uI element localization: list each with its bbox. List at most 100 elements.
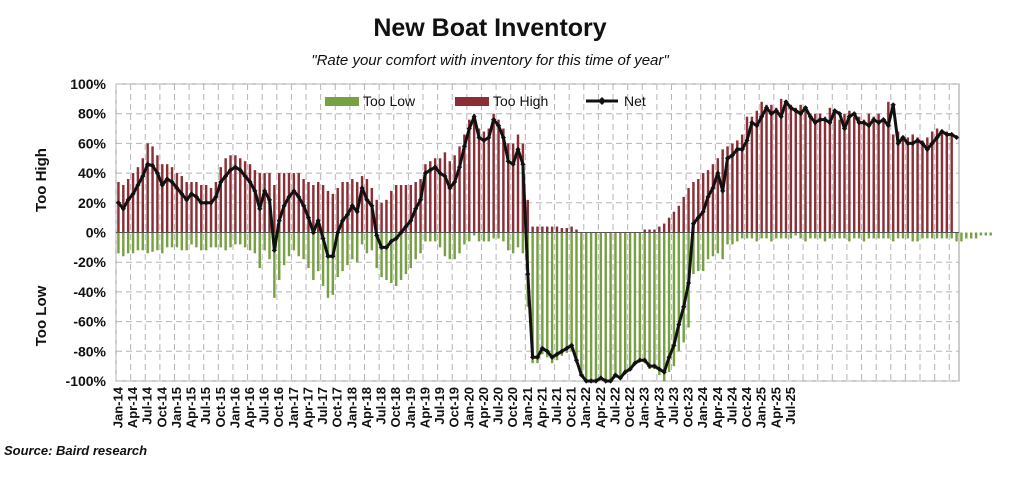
too-low-bar (229, 232, 232, 248)
net-point (281, 203, 287, 209)
net-point (247, 179, 253, 185)
too-low-bar (122, 232, 125, 257)
net-point (388, 238, 394, 245)
too-high-bar (253, 170, 257, 233)
too-high-bar (394, 184, 398, 233)
too-low-bar (760, 232, 763, 239)
x-tick-label: Apr-17 (300, 387, 315, 428)
too-low-bar (823, 232, 827, 242)
too-low-bar (243, 232, 247, 248)
too-low-bar (955, 232, 958, 242)
y-tick-label: -80% (73, 343, 106, 359)
too-low-bar (331, 232, 335, 295)
net-point (880, 117, 887, 123)
x-tick-label: Oct-21 (564, 387, 579, 427)
too-low-bar (692, 232, 695, 275)
net-point (432, 164, 438, 170)
too-high-bar (653, 229, 656, 233)
net-point (461, 143, 468, 149)
too-low-bar (843, 232, 846, 239)
too-low-bar (453, 232, 456, 260)
too-low-bar (833, 232, 836, 239)
too-high-bar (658, 226, 661, 233)
net-point (914, 137, 921, 144)
too-low-bar (351, 232, 354, 260)
net-point (671, 342, 677, 348)
too-low-bar (677, 232, 681, 352)
too-low-bar (195, 232, 198, 248)
net-point (919, 140, 926, 146)
too-high-bar (648, 229, 651, 233)
x-tick-label: Apr-22 (593, 387, 608, 428)
too-low-bar (433, 232, 437, 242)
too-low-bar (784, 232, 788, 239)
too-high-bar (258, 173, 261, 233)
too-low-bar (628, 232, 632, 370)
net-point (208, 200, 214, 206)
net-point (266, 197, 273, 203)
too-high-bar (828, 107, 832, 233)
too-low-bar (550, 232, 554, 364)
x-tick-label: Jan-16 (227, 387, 242, 428)
net-point (861, 120, 867, 126)
y-tick-label: 100% (70, 76, 106, 92)
too-low-bar (390, 232, 393, 283)
net-point (778, 114, 784, 120)
x-tick-label: Apr-15 (184, 387, 199, 428)
too-high-bar (755, 110, 758, 233)
net-point (169, 179, 175, 185)
net-point (149, 163, 156, 169)
too-high-bar (770, 104, 773, 233)
net-point (203, 200, 209, 206)
net-point (530, 354, 536, 360)
x-tick-label: Apr-24 (710, 386, 725, 428)
too-high-bar (146, 143, 149, 233)
net-point (539, 345, 545, 351)
too-low-bar (419, 232, 422, 254)
too-low-bar (214, 232, 218, 248)
too-low-bar (809, 232, 812, 239)
too-low-bar (755, 232, 758, 242)
too-low-bar (131, 232, 135, 254)
net-point (301, 203, 307, 209)
too-high-bar (745, 116, 749, 233)
net-point (729, 152, 736, 158)
x-tick-label: Jul-18 (374, 387, 389, 425)
too-low-bar (204, 232, 208, 251)
too-low-bar (268, 232, 271, 260)
too-low-bar (165, 232, 169, 248)
too-high-bar (882, 119, 885, 233)
chart-subtitle: "Rate your comfort with inventory for th… (311, 52, 669, 69)
net-point (486, 134, 492, 141)
too-high-bar (448, 161, 452, 233)
net-point (554, 351, 560, 357)
too-high-bar (823, 116, 827, 233)
too-low-bar (838, 232, 841, 239)
net-point (145, 161, 151, 167)
too-low-bar (565, 232, 568, 353)
y-tick-label: -40% (73, 284, 106, 300)
too-high-bar (570, 226, 573, 233)
net-point (754, 122, 760, 129)
too-high-bar (643, 229, 646, 233)
x-tick-label: Jul-23 (666, 387, 681, 425)
net-point (452, 179, 458, 185)
too-high-bar (682, 196, 685, 233)
too-high-bar (872, 116, 875, 233)
y-axis-label-too-high: Too High (33, 148, 50, 212)
net-point (910, 140, 916, 146)
too-high-bar (263, 173, 266, 233)
too-low-bar (775, 232, 778, 239)
x-tick-label: Apr-14 (125, 386, 140, 428)
too-low-bar (770, 232, 773, 242)
too-low-bar (643, 232, 646, 364)
too-low-bar (497, 232, 500, 239)
net-point (832, 108, 838, 114)
too-high-bar (945, 131, 949, 233)
net-point (466, 125, 472, 132)
too-low-bar (594, 232, 598, 381)
too-high-bar (697, 179, 700, 233)
y-tick-label: -60% (73, 314, 106, 330)
too-low-bar (965, 232, 968, 239)
